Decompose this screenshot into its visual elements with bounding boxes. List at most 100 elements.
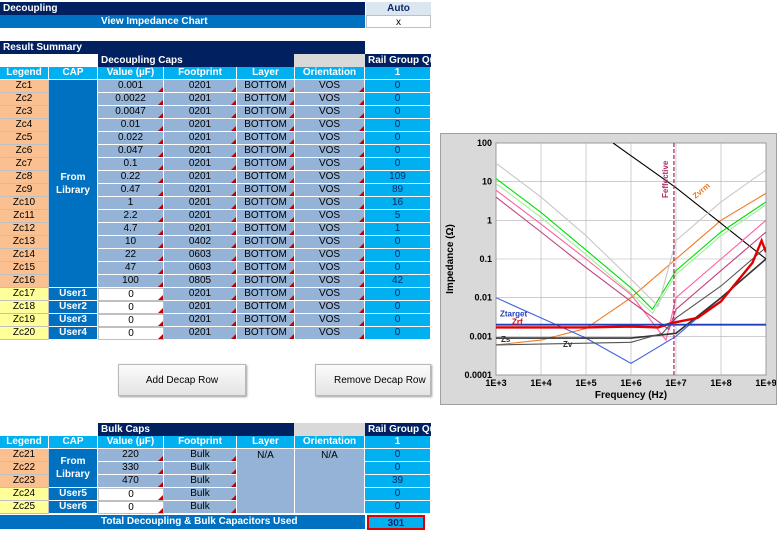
layer-cell[interactable]: BOTTOM [237, 301, 295, 314]
quantity-cell[interactable]: 0 [365, 249, 431, 262]
footprint-cell[interactable]: Bulk [164, 475, 237, 488]
quantity-cell[interactable]: 0 [365, 145, 431, 158]
footprint-cell[interactable]: 0201 [164, 197, 237, 210]
quantity-cell[interactable]: 0 [365, 80, 431, 93]
orientation-cell[interactable]: VOS [295, 132, 365, 145]
footprint-cell[interactable]: 0201 [164, 158, 237, 171]
footprint-cell[interactable]: 0201 [164, 184, 237, 197]
footprint-cell[interactable]: 0201 [164, 80, 237, 93]
quantity-cell[interactable]: 0 [365, 93, 431, 106]
orientation-cell[interactable]: VOS [295, 93, 365, 106]
footprint-cell[interactable]: 0201 [164, 327, 237, 340]
footprint-cell[interactable]: Bulk [164, 462, 237, 475]
orientation-cell[interactable]: VOS [295, 223, 365, 236]
layer-cell[interactable]: BOTTOM [237, 106, 295, 119]
layer-cell[interactable]: BOTTOM [237, 275, 295, 288]
value-input[interactable]: 0 [98, 501, 164, 514]
footprint-cell[interactable]: 0201 [164, 171, 237, 184]
orientation-cell[interactable]: VOS [295, 210, 365, 223]
orientation-cell[interactable]: VOS [295, 262, 365, 275]
footprint-cell[interactable]: Bulk [164, 449, 237, 462]
footprint-cell[interactable]: 0201 [164, 145, 237, 158]
value-cell[interactable]: 220 [98, 449, 164, 462]
footprint-cell[interactable]: 0603 [164, 249, 237, 262]
quantity-cell[interactable]: 0 [365, 301, 431, 314]
layer-cell[interactable]: BOTTOM [237, 80, 295, 93]
footprint-cell[interactable]: 0201 [164, 93, 237, 106]
orientation-cell[interactable]: VOS [295, 288, 365, 301]
orientation-cell[interactable]: VOS [295, 171, 365, 184]
value-cell[interactable]: 2.2 [98, 210, 164, 223]
quantity-cell[interactable]: 0 [365, 106, 431, 119]
footprint-cell[interactable]: 0603 [164, 262, 237, 275]
quantity-cell[interactable]: 0 [365, 132, 431, 145]
quantity-cell[interactable]: 89 [365, 184, 431, 197]
footprint-cell[interactable]: 0201 [164, 314, 237, 327]
layer-cell[interactable]: BOTTOM [237, 158, 295, 171]
value-cell[interactable]: 47 [98, 262, 164, 275]
layer-cell[interactable]: BOTTOM [237, 197, 295, 210]
orientation-cell[interactable]: VOS [295, 236, 365, 249]
value-cell[interactable]: 0.047 [98, 145, 164, 158]
value-cell[interactable]: 0.0047 [98, 106, 164, 119]
quantity-cell[interactable]: 0 [365, 119, 431, 132]
quantity-cell[interactable]: 0 [365, 501, 431, 514]
value-cell[interactable]: 100 [98, 275, 164, 288]
layer-cell[interactable]: BOTTOM [237, 210, 295, 223]
value-input[interactable]: 0 [98, 488, 164, 501]
view-chart-toggle[interactable]: x [366, 15, 431, 28]
value-cell[interactable]: 22 [98, 249, 164, 262]
remove-decap-row-button[interactable]: Remove Decap Row [315, 364, 431, 396]
quantity-cell[interactable]: 5 [365, 210, 431, 223]
layer-cell[interactable]: BOTTOM [237, 93, 295, 106]
value-cell[interactable]: 4.7 [98, 223, 164, 236]
orientation-cell[interactable]: VOS [295, 275, 365, 288]
value-cell[interactable]: 470 [98, 475, 164, 488]
layer-cell[interactable]: BOTTOM [237, 314, 295, 327]
orientation-cell[interactable]: VOS [295, 158, 365, 171]
mode-cell[interactable]: Auto [366, 2, 431, 15]
value-cell[interactable]: 0.001 [98, 80, 164, 93]
add-decap-row-button[interactable]: Add Decap Row [118, 364, 246, 396]
layer-cell[interactable]: BOTTOM [237, 119, 295, 132]
footprint-cell[interactable]: 0201 [164, 106, 237, 119]
footprint-cell[interactable]: 0201 [164, 301, 237, 314]
layer-cell[interactable]: BOTTOM [237, 132, 295, 145]
footprint-cell[interactable]: 0201 [164, 288, 237, 301]
quantity-cell[interactable]: 0 [365, 288, 431, 301]
value-cell[interactable]: 0.1 [98, 158, 164, 171]
quantity-cell[interactable]: 0 [365, 236, 431, 249]
orientation-cell[interactable]: VOS [295, 301, 365, 314]
orientation-cell[interactable]: VOS [295, 184, 365, 197]
layer-cell[interactable]: BOTTOM [237, 184, 295, 197]
orientation-cell[interactable]: VOS [295, 249, 365, 262]
value-cell[interactable]: 0.47 [98, 184, 164, 197]
layer-cell[interactable]: BOTTOM [237, 262, 295, 275]
value-input[interactable]: 0 [98, 314, 164, 327]
footprint-cell[interactable]: 0201 [164, 223, 237, 236]
orientation-cell[interactable]: VOS [295, 80, 365, 93]
layer-cell[interactable]: BOTTOM [237, 223, 295, 236]
quantity-cell[interactable]: 0 [365, 158, 431, 171]
orientation-cell[interactable]: VOS [295, 145, 365, 158]
footprint-cell[interactable]: 0201 [164, 132, 237, 145]
value-cell[interactable]: 0.022 [98, 132, 164, 145]
quantity-cell[interactable]: 0 [365, 488, 431, 501]
orientation-cell[interactable]: VOS [295, 119, 365, 132]
quantity-cell[interactable]: 16 [365, 197, 431, 210]
quantity-cell[interactable]: 0 [365, 327, 431, 340]
value-cell[interactable]: 330 [98, 462, 164, 475]
quantity-cell[interactable]: 0 [365, 462, 431, 475]
quantity-cell[interactable]: 109 [365, 171, 431, 184]
footprint-cell[interactable]: 0201 [164, 210, 237, 223]
value-cell[interactable]: 0.0022 [98, 93, 164, 106]
value-cell[interactable]: 10 [98, 236, 164, 249]
quantity-cell[interactable]: 0 [365, 314, 431, 327]
orientation-cell[interactable]: VOS [295, 106, 365, 119]
quantity-cell[interactable]: 39 [365, 475, 431, 488]
layer-cell[interactable]: BOTTOM [237, 288, 295, 301]
footprint-cell[interactable]: 0201 [164, 119, 237, 132]
footprint-cell[interactable]: Bulk [164, 488, 237, 501]
orientation-cell[interactable]: VOS [295, 327, 365, 340]
value-cell[interactable]: 0.22 [98, 171, 164, 184]
